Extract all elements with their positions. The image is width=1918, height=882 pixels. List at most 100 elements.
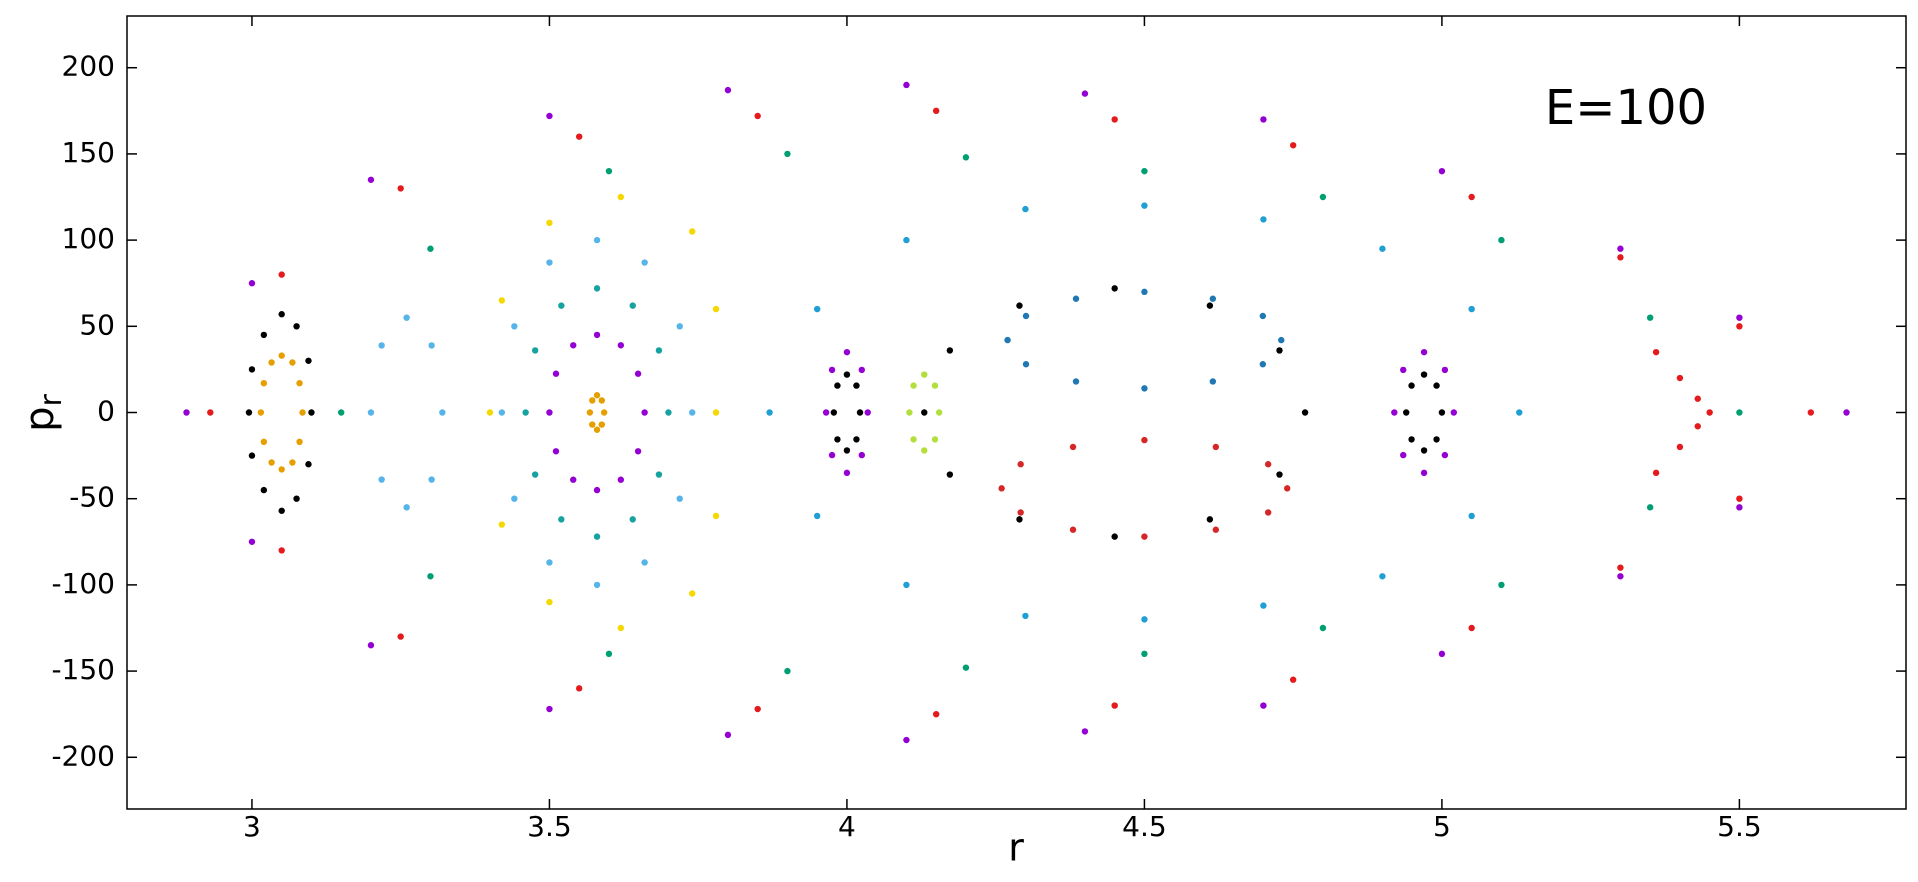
point bbox=[575, 685, 583, 692]
point bbox=[1617, 245, 1624, 252]
point bbox=[1807, 409, 1815, 416]
point bbox=[617, 476, 625, 483]
x-tick-label: 4 bbox=[838, 810, 856, 843]
point bbox=[1468, 512, 1475, 520]
point bbox=[1022, 312, 1030, 320]
point bbox=[1736, 409, 1743, 416]
point bbox=[293, 323, 300, 330]
point bbox=[1843, 409, 1850, 416]
point bbox=[1259, 361, 1267, 368]
point bbox=[931, 436, 939, 443]
y-tick-label: -50 bbox=[69, 481, 115, 514]
point bbox=[248, 366, 256, 373]
point bbox=[1408, 382, 1415, 389]
point bbox=[531, 347, 539, 354]
point bbox=[712, 305, 720, 313]
point bbox=[296, 379, 303, 387]
point bbox=[828, 451, 836, 459]
point bbox=[766, 409, 773, 416]
y-tick-label: 0 bbox=[97, 395, 115, 428]
point bbox=[864, 409, 871, 416]
point bbox=[299, 409, 306, 416]
point bbox=[910, 382, 917, 389]
y-tick-label: 200 bbox=[62, 50, 115, 83]
point bbox=[1141, 167, 1148, 175]
x-tick-label: 3.5 bbox=[527, 810, 572, 843]
point bbox=[1259, 312, 1267, 320]
point bbox=[1017, 461, 1024, 468]
point bbox=[1441, 451, 1449, 459]
point bbox=[278, 507, 285, 514]
point bbox=[378, 476, 385, 483]
point bbox=[1004, 336, 1011, 344]
point bbox=[712, 409, 720, 416]
point bbox=[546, 598, 553, 606]
y-tick-label: 50 bbox=[79, 308, 115, 341]
point bbox=[268, 459, 275, 466]
point bbox=[289, 459, 296, 466]
point bbox=[1111, 702, 1118, 709]
point bbox=[308, 409, 315, 416]
point bbox=[932, 710, 940, 718]
point bbox=[1676, 374, 1684, 382]
point bbox=[641, 259, 648, 266]
y-axis-label-subscript: r bbox=[34, 393, 69, 406]
point bbox=[1276, 347, 1283, 354]
point bbox=[570, 476, 577, 483]
point bbox=[858, 366, 866, 374]
point bbox=[1209, 378, 1217, 385]
point bbox=[1468, 193, 1475, 201]
point bbox=[1736, 504, 1743, 511]
point bbox=[511, 495, 518, 502]
point bbox=[183, 409, 190, 416]
point bbox=[1652, 348, 1660, 356]
point bbox=[558, 516, 565, 523]
point bbox=[1111, 116, 1118, 123]
point bbox=[712, 512, 720, 520]
point bbox=[1284, 485, 1291, 492]
point bbox=[439, 409, 446, 416]
point bbox=[522, 409, 529, 416]
x-axis-label: r bbox=[1008, 826, 1024, 870]
point bbox=[1736, 495, 1743, 502]
point bbox=[813, 512, 821, 520]
point bbox=[278, 311, 285, 318]
point bbox=[1260, 216, 1267, 223]
point bbox=[784, 667, 791, 675]
point bbox=[853, 436, 860, 443]
point bbox=[1438, 650, 1446, 658]
point bbox=[843, 469, 851, 477]
point bbox=[1022, 361, 1030, 368]
point bbox=[1141, 202, 1148, 209]
point bbox=[296, 438, 303, 446]
point bbox=[1736, 323, 1743, 330]
point bbox=[498, 297, 506, 304]
point bbox=[1706, 409, 1713, 416]
point bbox=[367, 409, 375, 416]
y-axis-label: pr bbox=[17, 393, 69, 431]
point bbox=[843, 371, 851, 378]
point bbox=[593, 533, 601, 540]
point bbox=[834, 382, 841, 389]
point bbox=[605, 650, 613, 658]
point bbox=[1022, 205, 1029, 213]
point bbox=[629, 302, 636, 309]
point bbox=[1450, 409, 1458, 416]
point bbox=[498, 409, 506, 416]
point bbox=[1676, 443, 1684, 451]
point bbox=[903, 736, 910, 744]
point bbox=[1694, 395, 1701, 402]
point bbox=[589, 421, 596, 428]
x-tick-label: 5 bbox=[1433, 810, 1451, 843]
point bbox=[593, 331, 601, 339]
point bbox=[676, 495, 683, 502]
y-tick-label: -200 bbox=[51, 739, 115, 772]
point bbox=[617, 342, 625, 349]
point bbox=[1498, 581, 1505, 589]
point bbox=[546, 112, 553, 120]
y-tick-label: 100 bbox=[62, 222, 115, 255]
point bbox=[1072, 295, 1080, 302]
point bbox=[403, 504, 410, 511]
point bbox=[641, 409, 648, 416]
point bbox=[1379, 573, 1386, 580]
